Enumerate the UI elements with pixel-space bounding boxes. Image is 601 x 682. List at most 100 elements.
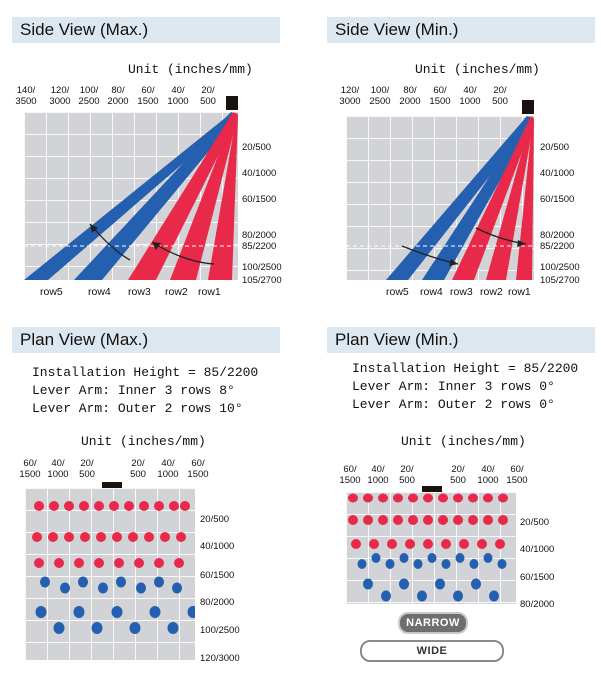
red-detection-spot xyxy=(144,532,154,542)
blue-detection-spot xyxy=(417,590,427,602)
red-detection-spot xyxy=(64,501,74,511)
side-max-x-tick: 20/500 xyxy=(200,85,216,107)
red-detection-spot xyxy=(438,515,448,525)
red-detection-spot xyxy=(128,532,138,542)
blue-detection-spot xyxy=(78,576,88,588)
red-detection-spot xyxy=(351,539,361,549)
red-detection-spot xyxy=(393,493,403,503)
side-max-x-tick: 60/1500 xyxy=(137,85,159,107)
wide-button[interactable]: WIDE xyxy=(360,640,504,662)
red-detection-spot xyxy=(49,501,59,511)
plan-min-x-tick: 40/1000 xyxy=(367,464,389,486)
plan-max-x-tick: 40/1000 xyxy=(47,458,69,480)
beam-row4 xyxy=(422,116,534,280)
blue-detection-spot xyxy=(53,622,65,634)
red-detection-spot xyxy=(459,539,469,549)
plan-min-x-tick: 60/1500 xyxy=(506,464,528,486)
side-min-x-tick: 120/3000 xyxy=(339,85,361,107)
side-min-row-label: row1 xyxy=(508,286,531,298)
blue-detection-spot xyxy=(35,606,47,618)
plan-min-header: Plan View (Min.) xyxy=(327,327,595,353)
plan-max-dots xyxy=(32,501,195,634)
blue-detection-spot xyxy=(471,578,481,590)
red-detection-spot xyxy=(468,493,478,503)
plan-max-x-tick: 20/500 xyxy=(130,458,146,480)
red-detection-spot xyxy=(54,558,64,568)
red-detection-spot xyxy=(453,493,463,503)
side-max-y-tick: 100/2500 xyxy=(242,262,282,273)
side-min-plot xyxy=(346,116,534,280)
side-min-title: Side View (Min.) xyxy=(335,20,459,39)
red-detection-spot xyxy=(109,501,119,511)
blue-detection-spot xyxy=(167,622,179,634)
blue-detection-spot xyxy=(116,576,126,588)
side-max-x-tick: 100/2500 xyxy=(78,85,100,107)
blue-detection-spot xyxy=(455,553,465,563)
red-detection-spot xyxy=(134,558,144,568)
blue-detection-spot xyxy=(441,559,451,569)
plan-min-x-tick: 40/1000 xyxy=(477,464,499,486)
blue-detection-spot xyxy=(111,606,123,618)
plan-min-y-tick: 40/1000 xyxy=(520,544,555,555)
plan-max-inner: Lever Arm: Inner 3 rows 8° xyxy=(32,383,235,398)
blue-detection-spot xyxy=(399,578,409,590)
blue-detection-spot xyxy=(453,590,463,602)
plan-max-installation-height: Installation Height = 85/2200 xyxy=(32,365,259,380)
side-min-y-tick: 40/1000 xyxy=(540,168,575,179)
side-min-row-label: row3 xyxy=(450,286,473,298)
red-detection-spot xyxy=(94,558,104,568)
red-detection-spot xyxy=(483,493,493,503)
plan-min-installation-height: Installation Height = 85/2200 xyxy=(352,361,579,376)
blue-detection-spot xyxy=(427,553,437,563)
plan-max-x-tick: 60/1500 xyxy=(19,458,41,480)
beam-row5 xyxy=(24,114,238,280)
side-min-header: Side View (Min.) xyxy=(327,17,595,43)
blue-detection-spot xyxy=(371,553,381,563)
red-detection-spot xyxy=(169,501,179,511)
red-detection-spot xyxy=(405,539,415,549)
side-min-y-tick: 100/2500 xyxy=(540,262,580,273)
plan-min-dots xyxy=(348,493,508,602)
red-detection-spot xyxy=(453,515,463,525)
side-max-row-label: row2 xyxy=(165,286,188,298)
plan-max-plot xyxy=(25,488,195,660)
blue-detection-spot xyxy=(187,606,195,618)
side-max-y-tick: 60/1500 xyxy=(242,194,277,205)
plan-min-title: Plan View (Min.) xyxy=(335,330,459,349)
red-detection-spot xyxy=(112,532,122,542)
red-detection-spot xyxy=(408,515,418,525)
red-detection-spot xyxy=(378,493,388,503)
side-min-row-label: row4 xyxy=(420,286,443,298)
beam-row5 xyxy=(386,116,534,280)
narrow-button[interactable]: NARROW xyxy=(398,612,468,634)
side-min-beams xyxy=(346,116,534,280)
side-max-y-tick: 40/1000 xyxy=(242,168,277,179)
blue-detection-spot xyxy=(172,582,182,594)
red-detection-spot xyxy=(408,493,418,503)
plan-min-outer: Lever Arm: Outer 2 rows 0° xyxy=(352,397,555,412)
plan-max-y-tick: 100/2500 xyxy=(200,625,240,636)
blue-detection-spot xyxy=(129,622,141,634)
blue-detection-spot xyxy=(435,578,445,590)
red-detection-spot xyxy=(498,515,508,525)
blue-detection-spot xyxy=(98,582,108,594)
red-detection-spot xyxy=(369,539,379,549)
red-detection-spot xyxy=(363,515,373,525)
side-max-beams xyxy=(24,112,238,280)
side-min-unit: Unit (inches/mm) xyxy=(415,62,540,77)
red-detection-spot xyxy=(393,515,403,525)
side-max-x-tick: 120/3000 xyxy=(49,85,71,107)
side-min-x-tick: 100/2500 xyxy=(369,85,391,107)
side-max-plot xyxy=(24,112,238,280)
side-max-y-tick: 85/2200 xyxy=(242,241,277,252)
side-min-x-tick: 80/2000 xyxy=(399,85,421,107)
blue-detection-spot xyxy=(483,553,493,563)
side-min-y-tick: 60/1500 xyxy=(540,194,575,205)
beam-row4 xyxy=(74,112,238,280)
red-detection-spot xyxy=(378,515,388,525)
red-detection-spot xyxy=(48,532,58,542)
plan-max-title: Plan View (Max.) xyxy=(20,330,149,349)
side-min-y-tick: 80/2000 xyxy=(540,230,575,241)
red-detection-spot xyxy=(176,532,186,542)
side-max-row-label: row1 xyxy=(198,286,221,298)
